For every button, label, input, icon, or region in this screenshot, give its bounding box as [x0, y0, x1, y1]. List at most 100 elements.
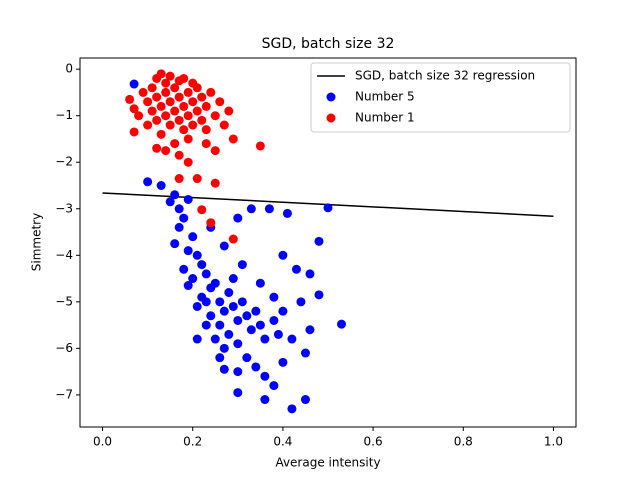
point — [143, 120, 153, 130]
point — [314, 290, 324, 300]
point — [233, 315, 243, 325]
point — [206, 87, 216, 97]
point — [305, 269, 315, 279]
point — [300, 348, 310, 358]
point — [183, 194, 193, 204]
x-tick-label: 0.6 — [364, 435, 383, 449]
point — [323, 203, 333, 213]
point — [183, 87, 193, 97]
point — [255, 278, 265, 288]
point — [291, 264, 301, 274]
point — [201, 139, 211, 149]
y-axis-label: Simmetry — [30, 213, 44, 271]
y-tick-label: −5 — [55, 294, 73, 308]
point — [125, 94, 135, 104]
point — [197, 115, 207, 125]
point — [242, 311, 252, 321]
point — [192, 83, 202, 93]
point — [219, 120, 229, 130]
point — [179, 125, 189, 135]
point — [305, 325, 315, 335]
point — [269, 315, 279, 325]
point — [215, 320, 225, 330]
point — [210, 278, 220, 288]
legend-box — [310, 62, 571, 133]
point — [219, 241, 229, 251]
point — [165, 120, 175, 130]
point — [206, 311, 216, 321]
point — [210, 146, 220, 156]
point — [179, 73, 189, 83]
point — [179, 101, 189, 111]
point — [197, 205, 207, 215]
point — [287, 334, 297, 344]
point — [264, 204, 274, 214]
legend-swatch — [326, 113, 336, 123]
point — [251, 362, 261, 372]
legend-swatch — [326, 92, 336, 102]
point — [174, 92, 184, 102]
point — [129, 104, 139, 114]
point — [165, 97, 175, 107]
chart-title: SGD, batch size 32 — [262, 36, 395, 52]
point — [174, 150, 184, 160]
point — [260, 395, 270, 405]
point — [201, 269, 211, 279]
point — [255, 320, 265, 330]
point — [156, 180, 166, 190]
point — [337, 319, 347, 329]
point — [183, 134, 193, 144]
point — [215, 97, 225, 107]
point — [174, 115, 184, 125]
point — [201, 125, 211, 135]
point — [233, 367, 243, 377]
point — [269, 292, 279, 302]
x-tick-label: 0.8 — [454, 435, 473, 449]
y-tick-label: 0 — [65, 62, 73, 76]
point — [170, 106, 180, 116]
point — [179, 213, 189, 223]
point — [183, 111, 193, 121]
point — [170, 139, 180, 149]
x-tick-label: 1.0 — [544, 435, 563, 449]
point — [233, 388, 243, 398]
plot-area — [102, 69, 554, 414]
point — [188, 232, 198, 242]
point — [197, 92, 207, 102]
point — [192, 174, 202, 184]
point — [201, 297, 211, 307]
point — [215, 297, 225, 307]
point — [269, 381, 279, 391]
point — [152, 92, 162, 102]
point — [260, 334, 270, 344]
point — [282, 208, 292, 218]
point — [300, 395, 310, 405]
point — [210, 334, 220, 344]
point — [287, 404, 297, 414]
point — [161, 87, 171, 97]
point — [255, 141, 265, 151]
legend-label: Number 1 — [355, 111, 415, 125]
x-tick-label: 0.2 — [183, 435, 202, 449]
point — [156, 101, 166, 111]
point — [170, 190, 180, 200]
point — [188, 97, 198, 107]
point — [174, 174, 184, 184]
point — [152, 115, 162, 125]
point — [192, 334, 202, 344]
y-tick-label: −4 — [55, 248, 73, 262]
point — [156, 129, 166, 139]
axes-frame — [79, 57, 577, 428]
point — [296, 297, 306, 307]
point — [278, 306, 288, 316]
point — [197, 260, 207, 270]
x-tick-label: 0.4 — [273, 435, 292, 449]
point — [228, 234, 238, 244]
point — [183, 157, 193, 167]
point — [237, 260, 247, 270]
point — [224, 106, 234, 116]
point — [156, 69, 166, 79]
point — [161, 146, 171, 156]
point — [165, 71, 175, 81]
